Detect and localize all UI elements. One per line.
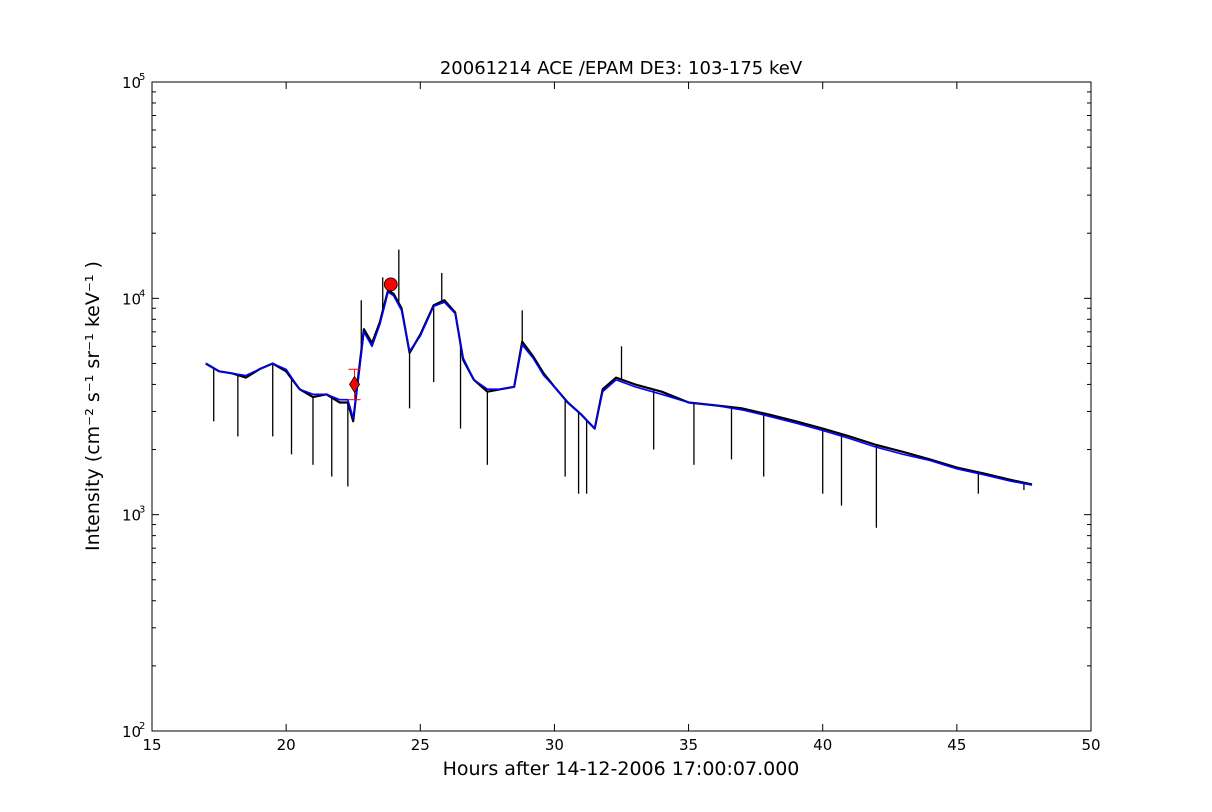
- y-axis-label: Intensity (cm⁻² s⁻¹ sr⁻¹ keV⁻¹ ): [82, 261, 104, 551]
- y-tick-label-exponent: 4: [139, 288, 145, 299]
- x-tick-label: 45: [947, 736, 966, 754]
- chart-title: 20061214 ACE /EPAM DE3: 103-175 keV: [440, 58, 803, 79]
- onset-marker-diamond: [349, 375, 361, 394]
- peak-marker-circle: [383, 277, 398, 292]
- plot-frame: [151, 81, 1092, 732]
- x-tick-label: 25: [411, 736, 430, 754]
- y-tick-label: 10: [122, 723, 141, 741]
- y-tick-label-exponent: 3: [139, 505, 145, 516]
- y-tick-label: 10: [122, 507, 141, 525]
- x-tick-label: 15: [142, 736, 161, 754]
- x-tick-label: 50: [1081, 736, 1100, 754]
- x-tick-label: 40: [813, 736, 832, 754]
- x-tick-label: 30: [545, 736, 564, 754]
- x-axis-label: Hours after 14-12-2006 17:00:07.000: [443, 758, 800, 780]
- x-tick-label: 20: [277, 736, 296, 754]
- y-tick-label: 10: [122, 74, 141, 92]
- y-tick-label: 10: [122, 290, 141, 308]
- y-tick-label-exponent: 2: [139, 721, 145, 732]
- series-line-smoothed: [205, 291, 1033, 486]
- x-tick-label: 35: [679, 736, 698, 754]
- y-tick-label-exponent: 5: [139, 72, 145, 83]
